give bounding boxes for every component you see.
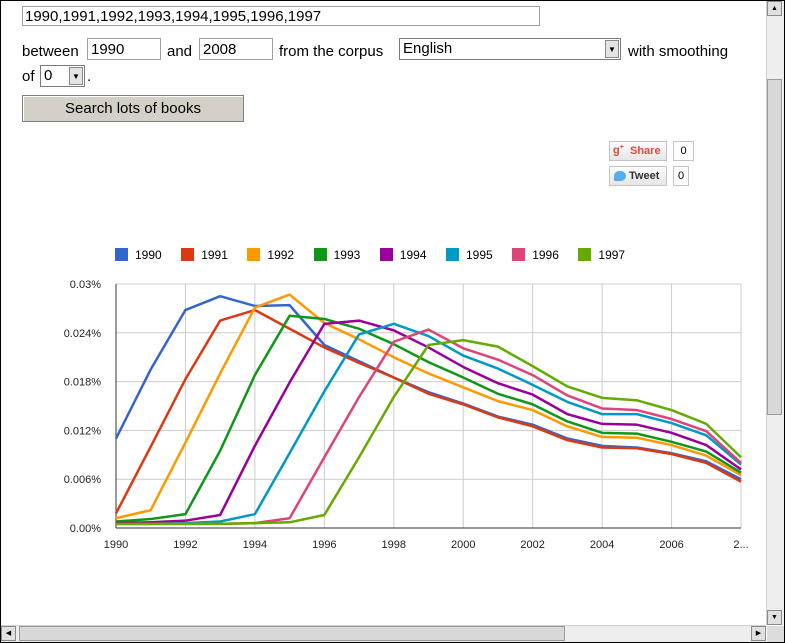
- share-label: Share: [630, 145, 661, 157]
- legend-label: 1996: [532, 248, 559, 262]
- scroll-left-icon[interactable]: ◀: [1, 626, 16, 641]
- legend-label: 1997: [598, 248, 626, 262]
- share-count: 0: [673, 141, 694, 161]
- tweet-count: 0: [673, 166, 689, 186]
- legend-item-1991[interactable]: 1991: [181, 248, 228, 262]
- tweet-label: Tweet: [629, 170, 660, 182]
- legend-item-1993[interactable]: 1993: [313, 248, 361, 262]
- corpus-label: from the corpus: [279, 43, 384, 60]
- and-label: and: [167, 43, 193, 60]
- legend-label: 1990: [135, 248, 162, 262]
- legend-item-1994[interactable]: 1994: [379, 248, 427, 262]
- legend-swatch: [115, 248, 128, 261]
- smoothing-label: with smoothing: [628, 43, 729, 60]
- legend-item-1992[interactable]: 1992: [247, 248, 294, 262]
- of-label: of: [22, 68, 35, 85]
- legend-swatch: [512, 248, 526, 261]
- legend-label: 1993: [333, 248, 361, 262]
- query-input[interactable]: [22, 6, 540, 26]
- search-button[interactable]: Search lots of books: [22, 95, 244, 122]
- period-text: .: [87, 68, 92, 85]
- horizontal-scroll-thumb[interactable]: [19, 626, 565, 641]
- smoothing-select-value: 0: [44, 67, 53, 84]
- horizontal-scrollbar[interactable]: ◀ ▶: [1, 625, 766, 642]
- scroll-down-icon[interactable]: ▼: [767, 610, 782, 625]
- legend-label: 1991: [201, 248, 228, 262]
- end-year-input[interactable]: [199, 38, 273, 60]
- legend-item-1990[interactable]: 1990: [115, 248, 162, 262]
- legend-swatch: [313, 248, 327, 261]
- google-plus-icon: g+: [613, 144, 624, 157]
- legend-label: 1994: [399, 248, 427, 262]
- smoothing-select[interactable]: 0 ▼: [40, 65, 85, 87]
- legend-item-1995[interactable]: 1995: [446, 248, 493, 262]
- legend-label: 1995: [466, 248, 493, 262]
- legend-swatch: [578, 248, 592, 261]
- legend-swatch: [446, 248, 459, 261]
- scroll-right-icon[interactable]: ▶: [751, 626, 766, 641]
- between-label: between: [22, 43, 79, 60]
- legend-item-1996[interactable]: 1996: [512, 248, 559, 262]
- legend-label: 1992: [267, 248, 295, 262]
- legend-swatch: [247, 248, 261, 261]
- vertical-scrollbar[interactable]: ▲ ▼: [766, 1, 784, 625]
- scrollbar-corner: [767, 626, 784, 642]
- legend-swatch: [181, 248, 195, 261]
- corpus-select[interactable]: English ▼: [399, 38, 621, 60]
- vertical-scroll-thumb[interactable]: [767, 79, 782, 415]
- legend-swatch: [379, 248, 393, 261]
- chevron-down-icon[interactable]: ▼: [605, 40, 619, 58]
- chevron-down-icon[interactable]: ▼: [69, 67, 83, 85]
- twitter-bird-icon: [614, 171, 626, 181]
- legend-item-1997[interactable]: 1997: [578, 248, 625, 262]
- scroll-up-icon[interactable]: ▲: [767, 1, 782, 16]
- google-plus-share-button[interactable]: g+ Share: [609, 141, 667, 161]
- start-year-input[interactable]: [87, 38, 161, 60]
- tweet-button[interactable]: Tweet: [609, 166, 667, 186]
- corpus-select-value: English: [403, 40, 453, 57]
